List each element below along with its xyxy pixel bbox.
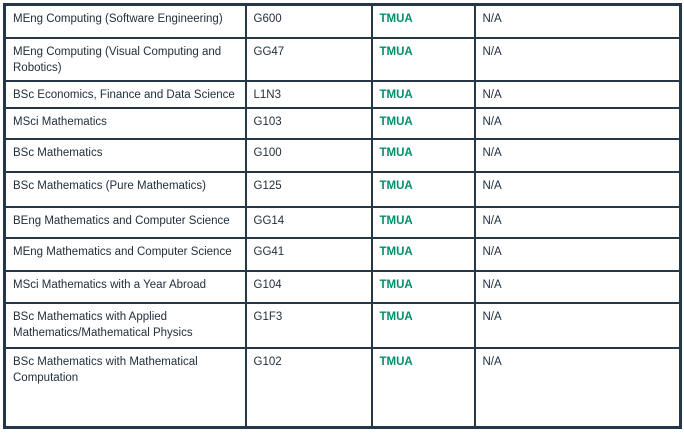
note-cell: N/A [473,269,682,304]
ucas-code-cell: G600 [244,3,373,39]
table-row: BSc Mathematics with Applied Mathematics… [3,301,682,349]
admissions-test-link[interactable]: TMUA [379,88,413,101]
note-cell: N/A [473,170,682,208]
ucas-code-cell: GG47 [244,36,373,82]
note-cell: N/A [473,106,682,140]
note-cell: N/A [473,346,682,429]
ucas-code-cell: GG14 [244,205,373,239]
admissions-test-link[interactable]: TMUA [379,214,413,227]
admissions-test-cell: TMUA [370,346,476,429]
table-row: MEng Computing (Software Engineering) G6… [3,3,682,39]
note-cell: N/A [473,205,682,239]
course-name-cell: MEng Mathematics and Computer Science [3,236,247,272]
ucas-code-cell: G102 [244,346,373,429]
admissions-test-link[interactable]: TMUA [379,179,413,192]
admissions-test-cell: TMUA [370,106,476,140]
admissions-test-link[interactable]: TMUA [379,278,413,291]
admissions-test-cell: TMUA [370,36,476,82]
admissions-test-cell: TMUA [370,205,476,239]
admissions-test-cell: TMUA [370,301,476,349]
course-name-cell: BSc Economics, Finance and Data Science [3,79,247,109]
table-row: BEng Mathematics and Computer Science GG… [3,205,682,239]
admissions-test-link[interactable]: TMUA [379,13,413,25]
note-cell: N/A [473,79,682,109]
admissions-test-cell: TMUA [370,137,476,173]
admissions-test-link[interactable]: TMUA [379,355,413,368]
admissions-test-link[interactable]: TMUA [379,310,413,323]
note-cell: N/A [473,36,682,82]
admissions-test-link[interactable]: TMUA [379,45,413,58]
ucas-code-cell: G103 [244,106,373,140]
course-name-cell: BSc Mathematics (Pure Mathematics) [3,170,247,208]
course-name-cell: BSc Mathematics [3,137,247,173]
course-name-cell: BEng Mathematics and Computer Science [3,205,247,239]
admissions-test-cell: TMUA [370,170,476,208]
admissions-test-cell: TMUA [370,79,476,109]
admissions-test-cell: TMUA [370,236,476,272]
admissions-test-cell: TMUA [370,3,476,39]
admissions-test-link[interactable]: TMUA [379,245,413,258]
note-cell: N/A [473,301,682,349]
course-requirements-table: MEng Computing (Software Engineering) G6… [3,3,682,429]
ucas-code-cell: G104 [244,269,373,304]
table-row: BSc Economics, Finance and Data Science … [3,79,682,109]
table-row: BSc Mathematics G100 TMUA N/A [3,137,682,173]
course-name-cell: MEng Computing (Software Engineering) [3,3,247,39]
admissions-test-cell: TMUA [370,269,476,304]
note-cell: N/A [473,137,682,173]
admissions-test-link[interactable]: TMUA [379,115,413,128]
ucas-code-cell: G125 [244,170,373,208]
table-row: MSci Mathematics with a Year Abroad G104… [3,269,682,304]
table-row: MEng Computing (Visual Computing and Rob… [3,36,682,82]
admissions-test-link[interactable]: TMUA [379,146,413,159]
ucas-code-cell: GG41 [244,236,373,272]
ucas-code-cell: L1N3 [244,79,373,109]
note-cell: N/A [473,3,682,39]
table-row: BSc Mathematics with Mathematical Comput… [3,346,682,429]
table-body: MEng Computing (Software Engineering) G6… [3,3,682,429]
course-name-cell: MSci Mathematics with a Year Abroad [3,269,247,304]
ucas-code-cell: G1F3 [244,301,373,349]
table-row: BSc Mathematics (Pure Mathematics) G125 … [3,170,682,208]
ucas-code-cell: G100 [244,137,373,173]
course-name-cell: BSc Mathematics with Applied Mathematics… [3,301,247,349]
table-row: MSci Mathematics G103 TMUA N/A [3,106,682,140]
table-row: MEng Mathematics and Computer Science GG… [3,236,682,272]
course-name-cell: MSci Mathematics [3,106,247,140]
course-name-cell: BSc Mathematics with Mathematical Comput… [3,346,247,429]
course-name-cell: MEng Computing (Visual Computing and Rob… [3,36,247,82]
note-cell: N/A [473,236,682,272]
